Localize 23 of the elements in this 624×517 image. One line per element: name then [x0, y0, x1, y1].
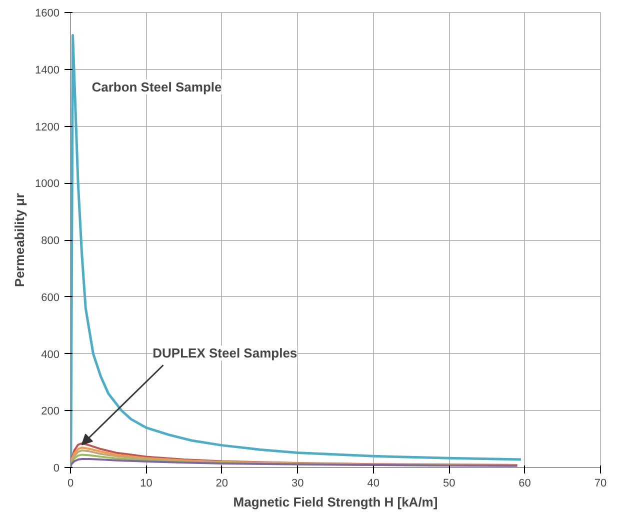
y-tick-label: 1000 [35, 178, 60, 190]
x-tick-label: 70 [594, 478, 607, 490]
annotation: DUPLEX Steel Samples [152, 346, 298, 361]
x-tick-label: 60 [518, 478, 531, 490]
annotation: Carbon Steel Sample [92, 79, 222, 94]
y-tick-label: 1200 [35, 121, 60, 134]
y-tick-label: 600 [41, 292, 60, 304]
x-tick-label: 20 [216, 478, 228, 490]
x-tick-label: 30 [292, 478, 304, 490]
y-tick-label: 800 [41, 235, 60, 247]
y-axis-title: Permeability μr [12, 193, 28, 287]
line-series [70, 34, 522, 468]
y-tick-label: 400 [41, 348, 60, 361]
y-tick-label: 0 [53, 462, 60, 474]
line-series [70, 458, 518, 467]
y-tick-label: 1600 [35, 8, 60, 20]
x-axis-title: Magnetic Field Strength H [kA/m] [233, 494, 438, 510]
y-tick-label: 1400 [35, 64, 60, 76]
x-tick-label: 40 [367, 478, 380, 490]
y-tick-label: 200 [41, 406, 60, 418]
x-tick-label: 10 [140, 478, 152, 490]
x-tick-label: 0 [67, 478, 74, 490]
x-tick-label: 50 [442, 478, 456, 490]
